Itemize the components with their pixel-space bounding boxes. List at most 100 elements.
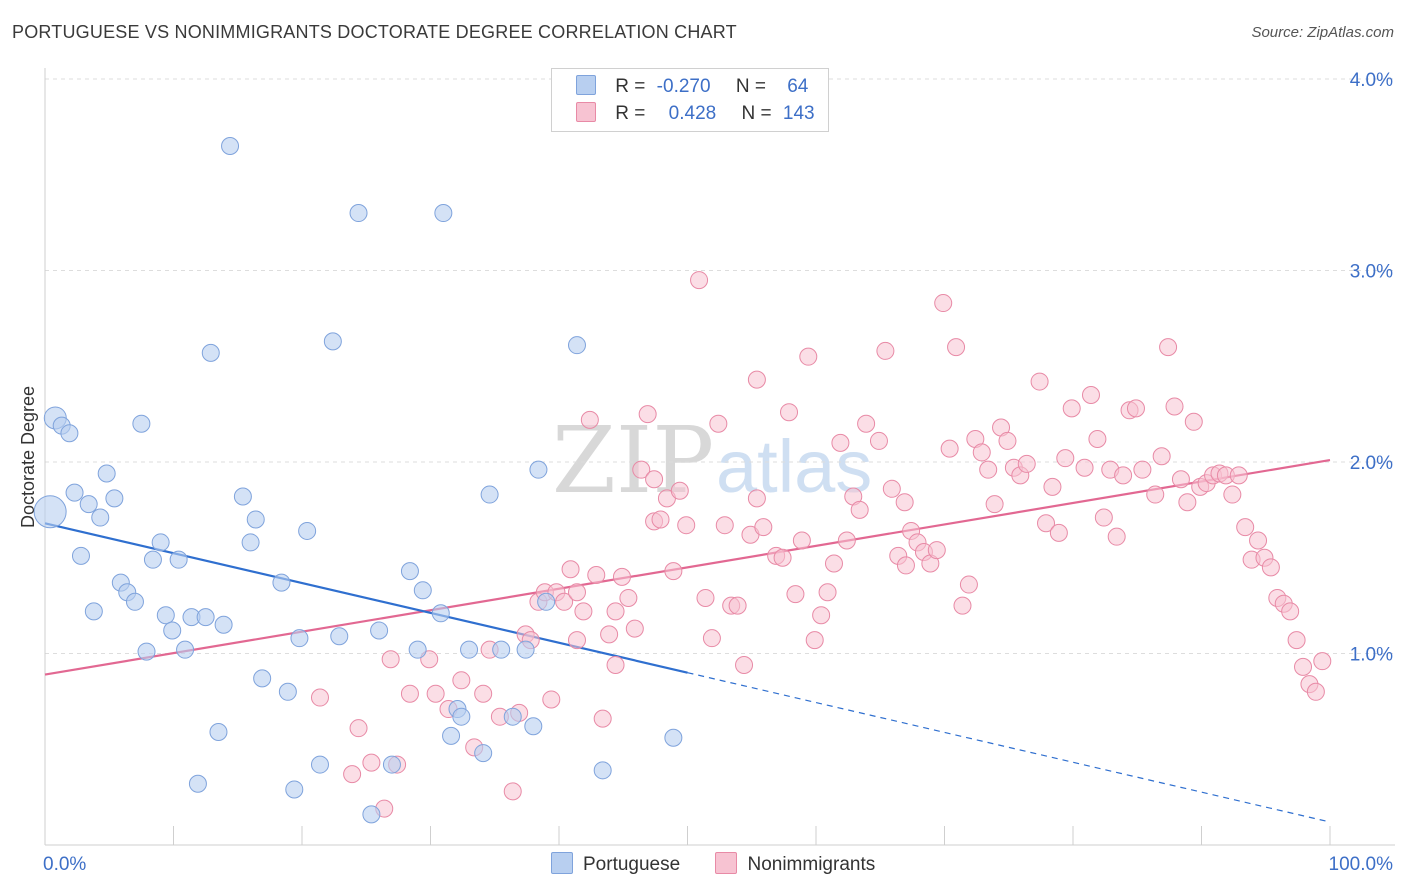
portuguese-point [196, 608, 215, 627]
nonimmigrants-point [1281, 602, 1300, 621]
gridlines [45, 78, 1395, 654]
portuguese-point [176, 640, 195, 659]
portuguese-point [214, 615, 233, 634]
nonimmigrants-point [362, 753, 381, 772]
nonimmigrants-point [1037, 514, 1056, 533]
nonimmigrants-point [343, 765, 362, 784]
axes [44, 68, 1395, 846]
portuguese-point [516, 640, 535, 659]
portuguese-point [382, 755, 401, 774]
nonimmigrants-point [780, 403, 799, 422]
nonimmigrants-point [837, 531, 856, 550]
legend-r-value-nonimmigrants: 0.428 [668, 103, 717, 124]
portuguese-point [151, 533, 170, 552]
legend-r-label: R = [615, 76, 646, 97]
legend-swatch-nonimmigrants [576, 102, 596, 122]
nonimmigrants-point [690, 271, 709, 290]
portuguese-point [330, 627, 349, 646]
nonimmigrants-point [735, 655, 754, 674]
nonimmigrants-point [567, 583, 586, 602]
nonimmigrants-point [702, 629, 721, 648]
nonimmigrants-point [677, 516, 696, 535]
portuguese-point [370, 621, 389, 640]
nonimmigrants-point [979, 460, 998, 479]
y-tick-label: 1.0% [1350, 645, 1393, 666]
y-tick-label: 3.0% [1350, 262, 1393, 283]
trend-lines [44, 459, 1331, 823]
nonimmigrants-point [542, 690, 561, 709]
nonimmigrants-point [882, 479, 901, 498]
nonimmigrants-point [1249, 531, 1268, 550]
y-tick-label: 2.0% [1350, 453, 1393, 474]
nonimmigrants-point [773, 548, 792, 567]
nonimmigrants-point [555, 592, 574, 611]
tick-labels: 1.0% 2.0% 3.0% 4.0% 0.0% 100.0% [43, 70, 1393, 875]
nonimmigrants-point [600, 625, 619, 644]
nonimmigrants-point [1043, 477, 1062, 496]
nonimmigrants-point [645, 470, 664, 489]
nonimmigrants-point [381, 650, 400, 669]
nonimmigrants-point [561, 560, 580, 579]
nonimmigrants-point [1229, 466, 1248, 485]
legend-n-label: N = [735, 76, 766, 97]
nonimmigrants-point [709, 414, 728, 433]
portuguese-point [480, 485, 499, 504]
nonimmigrants-point [593, 709, 612, 728]
portuguese-point [233, 487, 252, 506]
nonimmigrants-points [310, 271, 1332, 818]
nonimmigrants-point [1171, 470, 1190, 489]
nonimmigrants-point [1126, 399, 1145, 418]
nonimmigrants-point [792, 531, 811, 550]
portuguese-point [503, 707, 522, 726]
portuguese-point [79, 495, 98, 514]
nonimmigrants-point [1094, 508, 1113, 527]
series-swatch-portuguese [551, 852, 573, 874]
nonimmigrants-point [850, 500, 869, 519]
portuguese-point [253, 669, 272, 688]
nonimmigrants-point [580, 410, 599, 429]
nonimmigrants-point [400, 684, 419, 703]
nonimmigrants-point [959, 575, 978, 594]
nonimmigrants-point [1287, 631, 1306, 650]
nonimmigrants-point [1261, 558, 1280, 577]
nonimmigrants-point [670, 481, 689, 500]
nonimmigrants-point [632, 460, 651, 479]
x-tick-label: 100.0% [1329, 854, 1394, 875]
portuguese-point [60, 424, 79, 443]
series-label-nonimmigrants: Nonimmigrants [747, 854, 876, 875]
nonimmigrants-point [1152, 447, 1171, 466]
nonimmigrants-point [934, 294, 953, 313]
portuguese-point [408, 640, 427, 659]
nonimmigrants-point [1178, 493, 1197, 512]
portuguese-point [201, 343, 220, 362]
portuguese-points [33, 137, 683, 824]
chart-title: PORTUGUESE VS NONIMMIGRANTS DOCTORATE DE… [12, 22, 737, 42]
nonimmigrants-point [587, 565, 606, 584]
nonimmigrants-point [1184, 412, 1203, 431]
nonimmigrants-point [1017, 454, 1036, 473]
portuguese-point [105, 489, 124, 508]
y-tick-label: 4.0% [1350, 70, 1393, 91]
portuguese-point [137, 642, 156, 661]
nonimmigrants-point [1107, 527, 1126, 546]
nonimmigrants-point [1236, 518, 1255, 537]
legend-n-value-nonimmigrants: 143 [782, 103, 815, 124]
portuguese-trend-extension [687, 672, 1331, 823]
portuguese-point [474, 744, 493, 763]
nonimmigrants-point [728, 596, 747, 615]
nonimmigrants-point [664, 562, 683, 581]
portuguese-point [246, 510, 265, 529]
series-legend-portuguese[interactable]: Portuguese [551, 852, 680, 876]
portuguese-point [524, 717, 543, 736]
legend-row-nonimmigrants: R = 0.428 N = 143 [576, 102, 815, 126]
nonimmigrants-trend-line [44, 459, 1331, 676]
portuguese-point [431, 604, 450, 623]
portuguese-point [349, 204, 368, 223]
nonimmigrants-point [805, 631, 824, 650]
nonimmigrants-point [972, 443, 991, 462]
portuguese-point [71, 546, 90, 565]
series-legend-nonimmigrants[interactable]: Nonimmigrants [715, 852, 875, 876]
legend-n-label: N = [741, 103, 772, 124]
nonimmigrants-point [947, 338, 966, 357]
